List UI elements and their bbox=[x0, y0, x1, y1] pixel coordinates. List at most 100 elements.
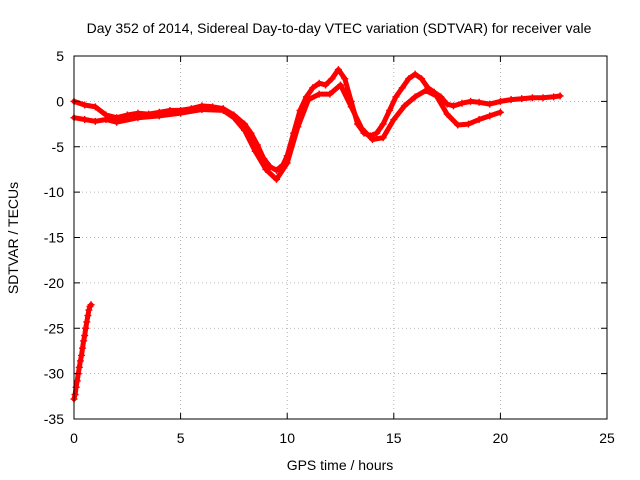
y-tick-label: -15 bbox=[44, 230, 64, 246]
data-point bbox=[464, 120, 472, 128]
data-point bbox=[411, 93, 419, 101]
data-point bbox=[486, 112, 494, 120]
y-tick-label: -5 bbox=[52, 139, 65, 155]
data-point bbox=[241, 126, 249, 134]
y-tick-label: -10 bbox=[44, 184, 64, 200]
data-point bbox=[273, 175, 281, 183]
axis-ticks bbox=[73, 55, 608, 420]
data-point bbox=[315, 90, 323, 98]
data-point bbox=[81, 116, 89, 124]
data-point bbox=[251, 147, 259, 155]
data-point bbox=[422, 86, 430, 94]
y-tick-label: -30 bbox=[44, 366, 64, 382]
data-point bbox=[273, 166, 281, 174]
data-point bbox=[253, 141, 261, 149]
x-axis-label: GPS time / hours bbox=[287, 457, 394, 473]
data-point bbox=[443, 100, 451, 108]
data-point bbox=[379, 120, 387, 128]
y-tick-label: 0 bbox=[56, 93, 64, 109]
data-points bbox=[70, 66, 564, 403]
data-point bbox=[390, 116, 398, 124]
data-point bbox=[454, 121, 462, 129]
data-point bbox=[449, 102, 457, 110]
data-point bbox=[219, 106, 227, 114]
data-point bbox=[528, 94, 536, 102]
data-point bbox=[81, 101, 89, 109]
data-point bbox=[432, 92, 440, 100]
data-point bbox=[87, 301, 95, 309]
data-point bbox=[77, 351, 85, 359]
data-point bbox=[81, 332, 89, 340]
data-point bbox=[341, 75, 349, 83]
x-tick-label: 15 bbox=[386, 430, 402, 446]
data-point bbox=[322, 81, 330, 89]
data-point bbox=[358, 125, 366, 133]
data-point bbox=[85, 306, 93, 314]
data-point bbox=[79, 344, 87, 352]
data-point bbox=[198, 106, 206, 114]
data-point bbox=[392, 93, 400, 101]
data-point bbox=[347, 103, 355, 111]
data-point bbox=[518, 95, 526, 103]
data-point bbox=[405, 75, 413, 83]
x-tick-label: 0 bbox=[70, 430, 78, 446]
y-axis-label: SDTVAR / TECUs bbox=[5, 182, 21, 294]
chart-title: Day 352 of 2014, Sidereal Day-to-day VTE… bbox=[87, 20, 592, 36]
data-point bbox=[334, 66, 342, 74]
data-point bbox=[400, 102, 408, 110]
y-tick-label: 5 bbox=[56, 48, 64, 64]
data-point bbox=[379, 134, 387, 142]
data-point bbox=[73, 377, 81, 385]
data-point bbox=[496, 97, 504, 105]
x-tick-label: 20 bbox=[493, 430, 509, 446]
data-point bbox=[84, 312, 92, 320]
data-point bbox=[337, 81, 344, 89]
data-point bbox=[386, 106, 394, 114]
data-point bbox=[467, 97, 475, 105]
data-point bbox=[266, 163, 274, 171]
y-tick-label: -25 bbox=[44, 320, 64, 336]
data-point bbox=[373, 129, 381, 137]
data-point bbox=[539, 94, 547, 102]
data-point bbox=[113, 118, 121, 126]
y-tick-label: -20 bbox=[44, 275, 64, 291]
data-point bbox=[80, 337, 88, 345]
data-point bbox=[82, 324, 90, 332]
data-point bbox=[496, 108, 504, 116]
data-point bbox=[155, 112, 163, 120]
x-tick-labels: 0 5 10 15 20 25 bbox=[70, 430, 615, 446]
data-point bbox=[91, 103, 99, 111]
data-point bbox=[309, 84, 317, 92]
data-point bbox=[102, 116, 110, 124]
data-point bbox=[368, 135, 376, 143]
data-point bbox=[458, 99, 466, 107]
data-point bbox=[486, 100, 494, 108]
x-tick-label: 25 bbox=[599, 430, 615, 446]
data-point bbox=[123, 111, 131, 119]
y-tick-labels: 5 0 -5 -10 -15 -20 -25 -30 -35 bbox=[44, 48, 64, 427]
data-point bbox=[83, 318, 91, 326]
data-point bbox=[315, 79, 323, 87]
data-point bbox=[328, 75, 336, 83]
data-point bbox=[230, 114, 238, 122]
data-point bbox=[75, 363, 83, 371]
data-point bbox=[418, 75, 426, 83]
data-point bbox=[177, 109, 185, 117]
data-point bbox=[76, 357, 84, 365]
data-point bbox=[262, 165, 270, 173]
data-point bbox=[305, 96, 313, 104]
x-tick-label: 5 bbox=[177, 430, 185, 446]
data-point bbox=[556, 92, 564, 100]
data-point bbox=[283, 159, 291, 167]
data-point bbox=[443, 110, 451, 118]
x-tick-label: 10 bbox=[279, 430, 295, 446]
y-tick-label: -35 bbox=[44, 411, 64, 427]
data-point bbox=[398, 84, 406, 92]
data-point bbox=[475, 98, 483, 106]
series-trace bbox=[71, 82, 503, 182]
data-point bbox=[550, 93, 558, 101]
data-point bbox=[411, 70, 419, 78]
data-point bbox=[71, 390, 79, 398]
